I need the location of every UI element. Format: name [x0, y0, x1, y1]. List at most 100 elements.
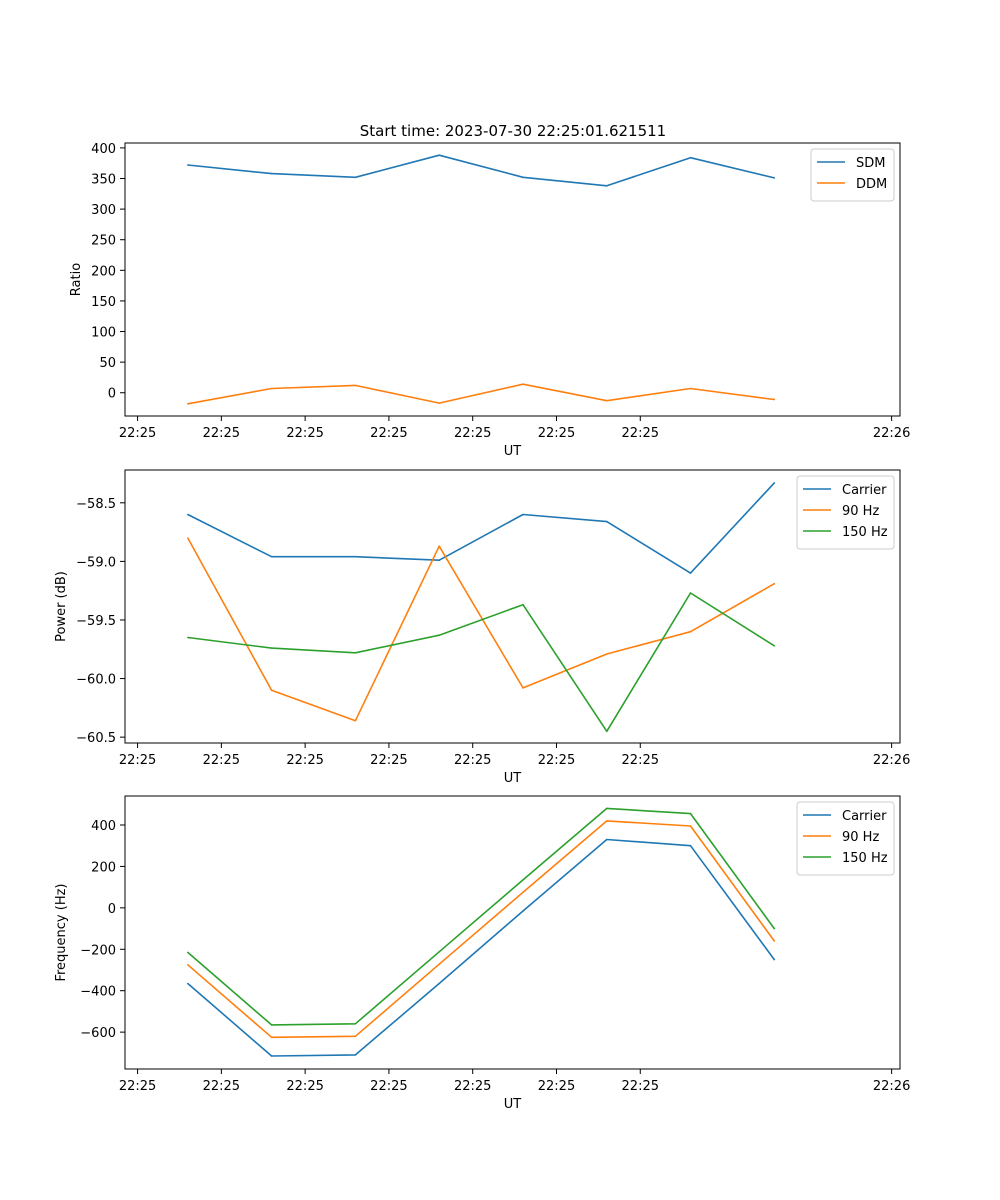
frequency-data-point-90-hz: [522, 891, 524, 894]
panel-ratio: 22:25 22:25 22:25 22:25 22:25 22:25 22:25 22:26…: [69, 142, 910, 459]
ratio-data-point-ddm: [689, 387, 692, 390]
power-data-point-carrier: [606, 520, 608, 523]
frequency-data-point-carrier: [606, 838, 608, 841]
power-data-point-carrier: [270, 555, 273, 558]
power-legend: Carrier 90 Hz 150 Hz: [796, 475, 895, 550]
frequency-data-point-carrier: [187, 982, 189, 985]
ratio-axes-frame: [124, 142, 901, 417]
power-x-tick-label: 22:25: [203, 753, 240, 768]
frequency-legend: Carrier 90 Hz 150 Hz: [796, 801, 895, 876]
frequency-data-point-90-hz: [187, 964, 189, 966]
ratio-data-point-ddm: [187, 403, 189, 405]
frequency-legend-label: 90 Hz: [842, 830, 879, 845]
power-legend-label: 150 Hz: [842, 525, 888, 540]
ratio-data-point-ddm: [270, 387, 273, 390]
frequency-x-tick-label: 22:25: [538, 1079, 575, 1094]
ratio-y-tick-label: 400: [91, 142, 116, 157]
frequency-series-line-150-hz: [187, 807, 775, 1026]
ratio-x-tick-label: 22:25: [370, 426, 407, 441]
power-data-point-150-hz: [438, 634, 441, 636]
ratio-x-tick-label: 22:25: [454, 426, 491, 441]
ratio-data-point-sdm: [187, 164, 189, 166]
power-data-point-carrier: [773, 482, 776, 484]
frequency-data-point-carrier: [689, 844, 692, 847]
power-y-tick-label: −59.5: [76, 614, 116, 629]
ratio-data-point-ddm: [438, 402, 441, 404]
ratio-legend-label: DDM: [856, 177, 887, 192]
power-series-line-150-hz: [187, 592, 775, 733]
ratio-x-tick-label: 22:25: [203, 426, 240, 441]
frequency-x-tick-label: 22:25: [203, 1079, 240, 1094]
ratio-data-point-ddm: [606, 399, 608, 402]
frequency-y-axis-label: Frequency (Hz): [54, 883, 69, 981]
frequency-x-tick-label: 22:25: [454, 1079, 491, 1094]
frequency-x-axis-label: UT: [504, 1097, 522, 1112]
frequency-data-point-150-hz: [689, 812, 692, 815]
frequency-data-point-150-hz: [438, 951, 441, 953]
power-y-tick-label: −58.5: [76, 497, 116, 512]
power-data-point-90-hz: [773, 582, 776, 585]
power-y-axis-label: Power (dB): [54, 571, 69, 642]
frequency-data-point-90-hz: [606, 820, 608, 822]
ratio-series-line-sdm: [187, 154, 775, 187]
power-data-point-carrier: [689, 572, 692, 574]
ratio-data-point-sdm: [270, 172, 273, 175]
power-x-tick-label: 22:25: [286, 753, 323, 768]
ratio-y-tick-label: 300: [91, 203, 116, 218]
power-data-point-carrier: [438, 559, 441, 561]
frequency-x-tick-label: 22:25: [622, 1079, 659, 1094]
power-x-tick-label: 22:25: [622, 753, 659, 768]
ratio-x-tick-label: 22:25: [622, 426, 659, 441]
power-data-point-90-hz: [522, 687, 524, 689]
ratio-data-point-sdm: [606, 185, 608, 187]
power-y-tick-label: −60.0: [76, 673, 116, 688]
frequency-y-tick-label: 0: [108, 902, 116, 917]
power-data-point-90-hz: [187, 537, 189, 539]
frequency-data-point-90-hz: [773, 940, 776, 942]
power-x-tick-label: 22:25: [538, 753, 575, 768]
ratio-data-point-sdm: [438, 154, 441, 156]
frequency-data-point-carrier: [522, 910, 524, 912]
power-data-point-90-hz: [689, 630, 692, 633]
frequency-x-tick-label: 22:25: [119, 1079, 156, 1094]
figure-title: Start time: 2023-07-30 22:25:01.621511: [360, 122, 666, 140]
frequency-data-point-carrier: [270, 1055, 273, 1057]
ratio-data-point-sdm: [354, 176, 357, 179]
frequency-data-point-90-hz: [354, 1035, 357, 1038]
power-y-tick-label: −59.0: [76, 555, 116, 570]
frequency-x-tick-label: 22:25: [286, 1079, 323, 1094]
power-data-point-150-hz: [606, 730, 608, 733]
frequency-data-point-150-hz: [773, 927, 776, 930]
power-data-point-150-hz: [270, 647, 273, 649]
power-data-point-carrier: [354, 555, 357, 558]
frequency-y-tick-label: −400: [80, 985, 116, 1000]
power-data-point-90-hz: [354, 719, 357, 722]
frequency-y-tick-label: 200: [91, 860, 116, 875]
frequency-data-point-150-hz: [354, 1023, 357, 1025]
frequency-data-point-150-hz: [270, 1024, 273, 1026]
ratio-x-axis-label: UT: [504, 444, 522, 459]
frequency-data-point-150-hz: [606, 807, 608, 810]
power-data-point-90-hz: [438, 545, 441, 547]
power-series-line-90-hz: [187, 537, 775, 722]
ratio-x-tick-label: 22:25: [538, 426, 575, 441]
ratio-x-tick-label: 22:25: [286, 426, 323, 441]
ratio-y-axis-label: Ratio: [69, 263, 84, 296]
frequency-data-point-90-hz: [689, 825, 692, 827]
frequency-y-tick-label: −200: [80, 943, 116, 958]
power-x-axis-label: UT: [504, 771, 522, 786]
power-x-tick-label: 22:25: [370, 753, 407, 768]
ratio-data-point-sdm: [522, 176, 524, 179]
panel-power: 22:25 22:25 22:25 22:25 22:25 22:25 22:25 22:26…: [54, 469, 910, 786]
power-data-point-150-hz: [187, 636, 189, 639]
power-data-point-150-hz: [773, 645, 776, 647]
ratio-data-point-sdm: [773, 177, 776, 179]
frequency-data-point-carrier: [354, 1054, 357, 1056]
power-data-point-90-hz: [270, 689, 273, 692]
ratio-series-line-ddm: [187, 383, 775, 405]
ratio-legend-label: SDM: [856, 156, 885, 171]
frequency-data-point-90-hz: [438, 963, 441, 965]
ratio-data-point-ddm: [773, 398, 776, 401]
ratio-x-tick-label: 22:26: [873, 426, 910, 441]
